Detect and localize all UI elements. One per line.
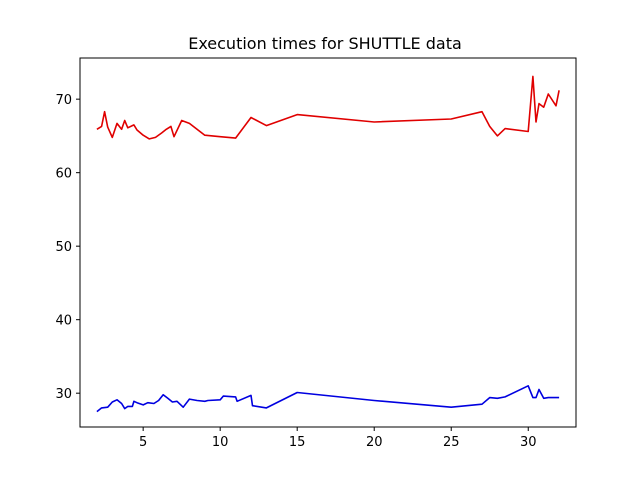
x-tick-label: 10 — [212, 435, 229, 450]
x-tick-label: 30 — [520, 435, 537, 450]
x-tick-label: 5 — [139, 435, 147, 450]
plot-area-frame — [79, 57, 577, 428]
y-tick-label: 70 — [55, 93, 72, 108]
y-tick-label: 60 — [55, 167, 72, 182]
x-tick-label: 25 — [443, 435, 460, 450]
series-line-1 — [96, 75, 560, 140]
x-tick-label: 20 — [366, 435, 383, 450]
series-line-2 — [96, 384, 560, 413]
axis-ticks: 5 10 15 20 25 30 30 40 50 60 70 — [55, 93, 536, 450]
chart-title: Execution times for SHUTTLE data — [188, 34, 462, 53]
x-tick-label: 15 — [289, 435, 306, 450]
y-tick-label: 50 — [55, 240, 72, 255]
y-tick-label: 40 — [55, 314, 72, 329]
series-layer — [96, 75, 560, 413]
y-tick-label: 30 — [55, 387, 72, 402]
